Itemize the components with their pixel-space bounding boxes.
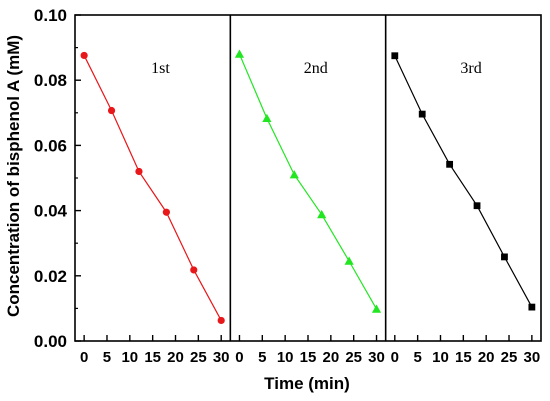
panel-label: 2nd [304,60,328,77]
data-point [317,209,327,219]
x-tick-label: 0 [80,349,88,366]
x-tick-label: 0 [391,349,399,366]
x-tick-label: 10 [277,349,294,366]
x-tick-label: 30 [368,349,385,366]
data-point [80,51,88,60]
data-point [234,49,245,58]
data-point [391,52,399,60]
x-tick-label: 5 [103,349,111,366]
x-tick-label: 20 [322,349,339,366]
data-point [418,110,426,118]
x-tick-label: 20 [167,349,184,366]
y-tick-label: 0.02 [34,267,67,286]
x-tick-label: 15 [455,349,472,366]
y-axis-title: Concentration of bisphenol A (mM) [4,35,23,317]
x-tick-label: 10 [432,349,449,366]
data-point [107,106,116,115]
x-tick-label: 25 [190,349,207,366]
x-tick-label: 5 [258,349,266,366]
data-point [501,253,508,261]
data-point [162,208,170,216]
data-point [344,256,354,265]
panel-label: 1st [151,60,170,77]
x-axis-title: Time (min) [264,374,350,393]
x-tick-label: 30 [524,349,541,366]
series-line-2nd [238,53,378,310]
data-point [135,167,143,176]
y-tick-label: 0.10 [34,6,67,25]
data-point [289,170,299,179]
panel-label: 3rd [460,60,481,77]
x-tick-label: 15 [144,349,161,366]
data-point [473,202,481,210]
x-tick-label: 25 [345,349,362,366]
data-point [528,303,536,311]
data-point [190,266,198,274]
data-point [262,113,272,123]
y-tick-label: 0.00 [34,332,67,351]
series-line-1st [83,55,222,321]
x-tick-label: 10 [121,349,138,366]
data-point [217,316,225,325]
y-tick-label: 0.06 [34,136,67,155]
x-tick-label: 0 [235,349,243,366]
series-line-3rd [394,55,533,308]
x-tick-label: 5 [413,349,421,366]
y-tick-label: 0.08 [34,71,67,90]
x-tick-label: 30 [213,349,230,366]
data-point [446,160,454,168]
x-tick-label: 20 [478,349,495,366]
x-tick-label: 25 [501,349,518,366]
data-point [371,304,382,313]
x-tick-label: 15 [300,349,317,366]
y-tick-label: 0.04 [34,202,68,221]
